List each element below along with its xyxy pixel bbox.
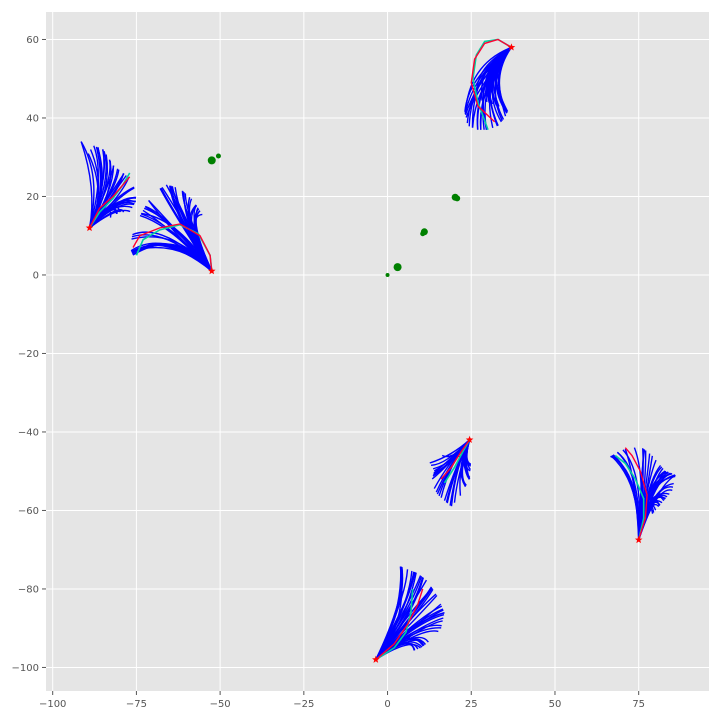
- sample-trajectory: [465, 439, 471, 480]
- sample-trajectory: [161, 186, 213, 272]
- x-tick-label: −25: [293, 699, 314, 710]
- y-tick-label: 0: [33, 270, 39, 281]
- ground-truth-trajectory: [375, 588, 424, 661]
- grid: [46, 12, 709, 691]
- x-tick-label: 75: [632, 699, 645, 710]
- sample-trajectory: [194, 210, 213, 272]
- y-tick-label: 20: [26, 192, 39, 203]
- sample-trajectory: [130, 242, 213, 272]
- ground-truth-trajectory: [470, 38, 512, 123]
- x-tick-label: 25: [465, 699, 478, 710]
- ground-truth-trajectory: [440, 439, 471, 480]
- ground-truth-trajectory: [88, 176, 131, 229]
- x-tick-label: −75: [126, 699, 147, 710]
- y-tick-label: −60: [18, 506, 39, 517]
- x-tick-label: 0: [384, 699, 390, 710]
- y-tick-label: 60: [26, 35, 39, 46]
- predicted-trajectory: [88, 172, 131, 229]
- y-tick-label: −100: [12, 663, 39, 674]
- sample-trajectory: [375, 571, 415, 660]
- y-tick-label: −80: [18, 584, 39, 595]
- start-star-marker: [634, 535, 643, 544]
- sample-trajectory: [88, 145, 99, 229]
- sample-trajectory: [494, 46, 512, 109]
- scatter-points: [207, 153, 461, 277]
- scatter-point: [215, 153, 221, 159]
- sample-trajectory: [492, 46, 512, 107]
- sample-trajectory: [140, 213, 213, 272]
- x-tick-label: 50: [549, 699, 562, 710]
- plot-background: [46, 12, 709, 691]
- start-star-marker: [372, 655, 380, 663]
- predicted-trajectory: [614, 454, 645, 541]
- x-tick-label: −50: [210, 699, 231, 710]
- sample-trajectory: [637, 459, 657, 540]
- trajectory-lines: [88, 38, 648, 661]
- ground-truth-trajectory: [132, 223, 213, 272]
- ground-truth-trajectory: [624, 447, 648, 541]
- start-star-marker: [507, 43, 516, 51]
- scatter-point: [393, 263, 402, 272]
- sample-trajectory: [375, 572, 416, 660]
- start-markers: [85, 43, 643, 663]
- predicted-trajectory: [375, 588, 414, 661]
- sample-trajectory: [464, 46, 512, 115]
- start-star-marker: [465, 435, 474, 444]
- sample-trajectory: [476, 46, 512, 130]
- y-tick-label: 40: [26, 113, 39, 124]
- scatter-point: [207, 156, 216, 165]
- axis-labels: −100 −75 −50 −25 0 25 50 75 −100 −80 −60 −40 −20 0 20 4…: [12, 35, 646, 710]
- scatter-point: [454, 195, 461, 202]
- sample-trajectories: [80, 46, 676, 661]
- y-tick-label: −20: [18, 349, 39, 360]
- y-tick-label: −40: [18, 427, 39, 438]
- start-star-marker: [85, 223, 94, 232]
- x-tick-label: −100: [39, 699, 66, 710]
- scatter-point: [420, 228, 428, 236]
- scatter-point: [385, 272, 390, 277]
- start-star-marker: [207, 267, 216, 275]
